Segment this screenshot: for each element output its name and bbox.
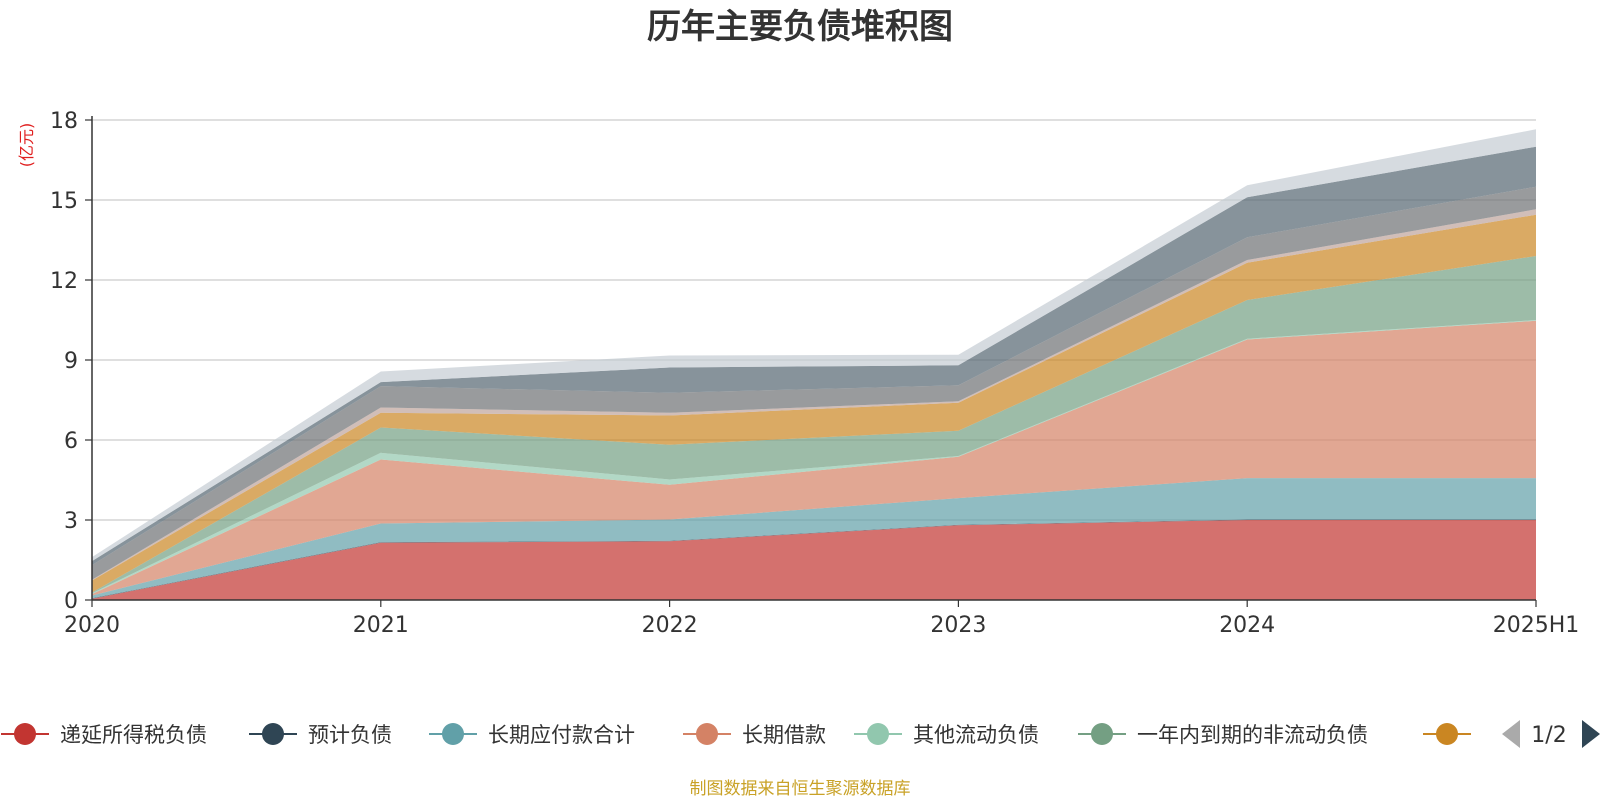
legend-label: 递延所得税负债 bbox=[60, 723, 207, 747]
axes: 0 3 6 9 12 15 18 2020 2021 2022 2023 2024 2025H1 bbox=[50, 109, 1579, 638]
area-series-3 bbox=[92, 320, 1536, 596]
legend-label: 一年内到期的非流动负债 bbox=[1137, 723, 1368, 747]
y-tick-label: 0 bbox=[64, 589, 78, 614]
legend-item[interactable]: 长期借款 bbox=[683, 723, 826, 747]
x-tick-label: 2020 bbox=[64, 613, 120, 638]
y-tick-label: 12 bbox=[50, 269, 78, 294]
legend-circle-marker bbox=[696, 723, 718, 745]
legend-item[interactable] bbox=[1423, 723, 1471, 745]
legend-page-indicator: 1/2 bbox=[1531, 723, 1566, 748]
x-tick-label: 2024 bbox=[1219, 613, 1275, 638]
legend-item[interactable]: 预计负债 bbox=[249, 723, 392, 747]
data-source-footer: 制图数据来自恒生聚源数据库 bbox=[690, 779, 911, 799]
area-series-2 bbox=[92, 478, 1536, 599]
legend-item[interactable]: 长期应付款合计 bbox=[429, 723, 635, 747]
area-series bbox=[92, 129, 1536, 600]
area-series-4 bbox=[92, 320, 1536, 595]
area-series-5 bbox=[92, 256, 1536, 594]
legend-circle-marker bbox=[867, 723, 889, 745]
legend-item[interactable]: 递延所得税负债 bbox=[1, 723, 207, 747]
legend-circle-marker bbox=[1091, 723, 1113, 745]
x-tick-label: 2022 bbox=[642, 613, 698, 638]
legend-label: 其他流动负债 bbox=[913, 723, 1039, 747]
y-tick-label: 18 bbox=[50, 109, 78, 134]
y-unit-label: (亿元) bbox=[17, 123, 36, 168]
legend-label: 长期借款 bbox=[742, 723, 826, 747]
legend-circle-marker bbox=[1436, 723, 1458, 745]
legend-circle-marker bbox=[14, 723, 36, 745]
area-series-9 bbox=[92, 146, 1536, 566]
area-series-6 bbox=[92, 214, 1536, 593]
y-tick-label: 3 bbox=[64, 509, 78, 534]
legend-item[interactable]: 一年内到期的非流动负债 bbox=[1078, 723, 1368, 747]
y-tick-label: 6 bbox=[64, 429, 78, 454]
legend-label: 长期应付款合计 bbox=[488, 723, 635, 747]
legend-item[interactable]: 其他流动负债 bbox=[854, 723, 1039, 747]
y-tick-label: 9 bbox=[64, 349, 78, 374]
legend-circle-marker bbox=[262, 723, 284, 745]
x-tick-label: 2025H1 bbox=[1493, 613, 1580, 638]
legend-label: 预计负债 bbox=[308, 723, 392, 747]
x-tick-label: 2023 bbox=[930, 613, 986, 638]
area-series-8 bbox=[92, 186, 1536, 580]
chart-title: 历年主要负债堆积图 bbox=[647, 7, 953, 47]
legend-prev-arrow-icon[interactable] bbox=[1502, 720, 1520, 748]
legend-next-arrow-icon[interactable] bbox=[1582, 720, 1600, 748]
area-series-0 bbox=[92, 520, 1536, 600]
x-tick-label: 2021 bbox=[353, 613, 409, 638]
legend: 递延所得税负债 预计负债 长期应付款合计 长期借款 其他流动负债 一年内到期的非流动负债 bbox=[1, 723, 1471, 747]
legend-circle-marker bbox=[442, 723, 464, 745]
area-series-10 bbox=[92, 129, 1536, 562]
y-tick-label: 15 bbox=[50, 189, 78, 214]
legend-pager: 1/2 bbox=[1502, 720, 1600, 748]
